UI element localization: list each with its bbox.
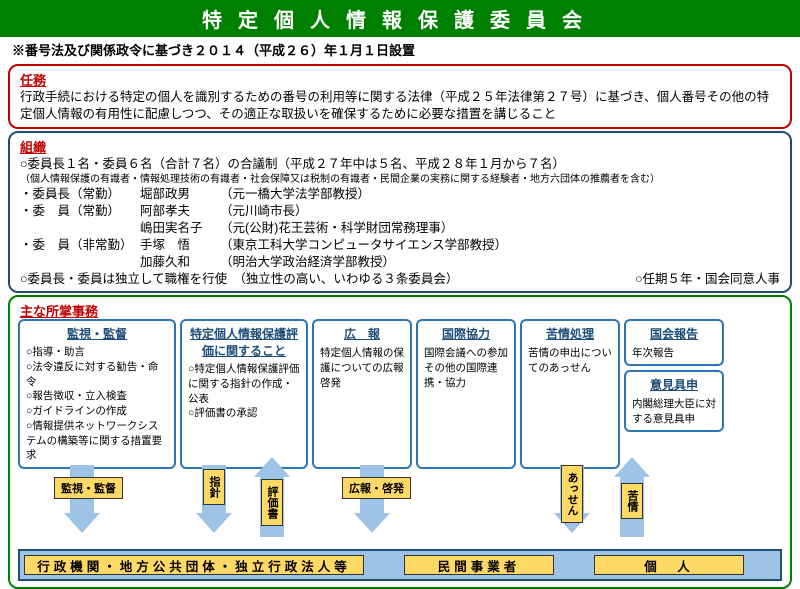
mission-heading: 任務 [20,70,780,89]
card-item: 指導・助言 [26,345,168,360]
duties-box: 主な所掌事務 監視・監督指導・助言法令違反に対する勧告・命令報告徴収・立入検査ガ… [8,295,792,589]
org-box: 組織 ○委員長１名・委員６名（合計７名）の合議制（平成２７年中は５名、平成２８年… [8,131,792,294]
bottom-cell: 民間事業者 [404,555,554,575]
card-title: 意見具申 [632,376,716,393]
duty-card: 監視・監督指導・助言法令違反に対する勧告・命令報告徴収・立入検査ガイドラインの作… [18,319,176,469]
duties-heading: 主な所掌事務 [20,301,780,320]
org-line3a: ○委員長・委員は独立して職権を行使 （独立性の高い、いわゆる３条委員会） [20,271,458,288]
mission-text: 行政手続における特定の個人を識別するための番号の利用等に関する法律（平成２５年法… [20,89,780,123]
card-title: 特定個人情報保護評価に関すること [188,325,300,359]
org-line1: ○委員長１名・委員６名（合計７名）の合議制（平成２７年中は５名、平成２８年１月か… [20,156,780,173]
card-item: 情報提供ネットワークシステムの構築等に関する措置要求 [26,419,168,463]
card-title: 苦情処理 [528,325,612,342]
duty-card: 広 報特定個人情報の保護についての広報啓発 [312,319,412,469]
card-title: 国際協力 [424,325,508,342]
duty-card: 苦情処理苦情の申出についてのあっせん [520,319,620,469]
card-item: ガイドラインの作成 [26,404,168,419]
member-row: 加藤久和（明治大学政治経済学部教授） [20,254,780,271]
duty-card: 意見具申内閣総理大臣に対する意見具申 [624,370,724,432]
card-item: 評価書の承認 [188,406,300,421]
member-row: 嶋田実名子（元(公財)花王芸術・科学財団常務理事） [20,220,780,237]
bottom-row: 行政機関・地方公共団体・独立行政法人等 民間事業者 個 人 [18,549,782,581]
card-title: 広 報 [320,325,404,342]
member-row: ・委 員（常勤）阿部孝夫（元川崎市長） [20,203,780,220]
mission-box: 任務 行政手続における特定の個人を識別するための番号の利用等に関する法律（平成２… [8,64,792,129]
member-row: ・委 員（非常勤）手塚 悟（東京工科大学コンピュータサイエンス学部教授） [20,237,780,254]
card-title: 国会報告 [632,325,716,342]
card-item: 特定個人情報保護評価に関する指針の作成・公表 [188,362,300,406]
member-row: ・委員長（常勤）堀部政男（元一橋大学法学部教授） [20,186,780,203]
card-text: 国際会議への参加その他の国際連携・協力 [424,345,508,390]
card-text: 特定個人情報の保護についての広報啓発 [320,345,404,390]
bottom-cell: 個 人 [594,555,744,575]
page-title: 特定個人情報保護委員会 [0,0,800,37]
org-heading: 組織 [20,137,780,156]
org-line3b: ○任期５年・国会同意人事 [635,271,780,288]
subtitle: ※番号法及び関係政令に基づき２０１４（平成２６）年１月１日設置 [0,37,800,62]
card-text: 苦情の申出についてのあっせん [528,345,612,375]
card-item: 法令違反に対する勧告・命令 [26,360,168,389]
org-line1-note: （個人情報保護の有識者・情報処理技術の有識者・社会保障又は税制の有識者・民間企業… [20,173,780,187]
card-text: 内閣総理大臣に対する意見具申 [632,396,716,426]
bottom-cell: 行政機関・地方公共団体・独立行政法人等 [24,555,364,575]
duty-card: 国際協力国際会議への参加その他の国際連携・協力 [416,319,516,469]
card-item: 報告徴収・立入検査 [26,389,168,404]
card-text: 年次報告 [632,345,716,360]
duty-card: 国会報告年次報告 [624,319,724,366]
duty-card: 特定個人情報保護評価に関すること特定個人情報保護評価に関する指針の作成・公表評価… [180,319,308,469]
card-title: 監視・監督 [26,325,168,342]
